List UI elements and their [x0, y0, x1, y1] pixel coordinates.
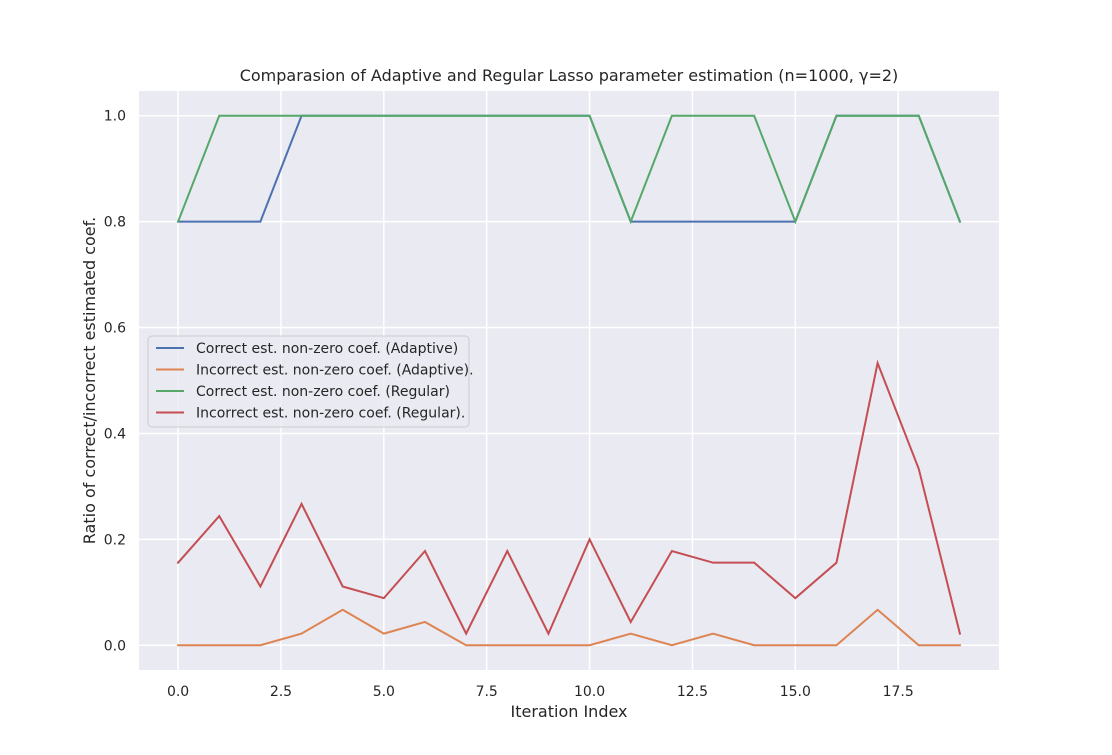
y-tick-label: 0.2: [104, 532, 126, 548]
grid-lines: [139, 91, 999, 670]
x-tick-label: 7.5: [476, 684, 498, 700]
y-tick-label: 0.0: [104, 638, 126, 654]
x-tick-label: 15.0: [780, 684, 811, 700]
x-axis-label: Iteration Index: [511, 702, 628, 721]
legend-label: Incorrect est. non-zero coef. (Regular).: [196, 406, 465, 422]
x-axis-ticks: 0.0 2.5 5.0 7.5 10.0 12.5 15.0 17.5: [167, 684, 914, 700]
series-line-4: [176, 359, 962, 636]
y-axis-label: Ratio of correct/incorrect estimated coe…: [80, 217, 99, 544]
x-tick-label: 10.0: [574, 684, 605, 700]
y-tick-label: 1.0: [104, 109, 126, 125]
y-tick-label: 0.8: [104, 215, 126, 231]
legend-label: Correct est. non-zero coef. (Regular): [196, 384, 450, 400]
legend-label: Correct est. non-zero coef. (Adaptive): [196, 341, 458, 357]
y-axis-ticks: 0.0 0.2 0.4 0.6 0.8 1.0: [104, 109, 126, 655]
legend-box: [147, 335, 470, 428]
x-tick-label: 12.5: [677, 684, 708, 700]
legend-label: Incorrect est. non-zero coef. (Adaptive)…: [196, 363, 474, 379]
y-tick-label: 0.4: [104, 426, 126, 442]
series-lines: [176, 114, 962, 647]
legend: Correct est. non-zero coef. (Adaptive) In…: [147, 335, 474, 428]
chart-title: Comparasion of Adaptive and Regular Lass…: [240, 66, 899, 85]
x-tick-label: 17.5: [883, 684, 914, 700]
series-line-2: [177, 608, 961, 647]
x-tick-label: 2.5: [270, 684, 292, 700]
x-tick-label: 5.0: [373, 684, 395, 700]
x-tick-label: 0.0: [167, 684, 189, 700]
y-tick-label: 0.6: [104, 321, 126, 337]
series-line-3: [176, 114, 962, 225]
